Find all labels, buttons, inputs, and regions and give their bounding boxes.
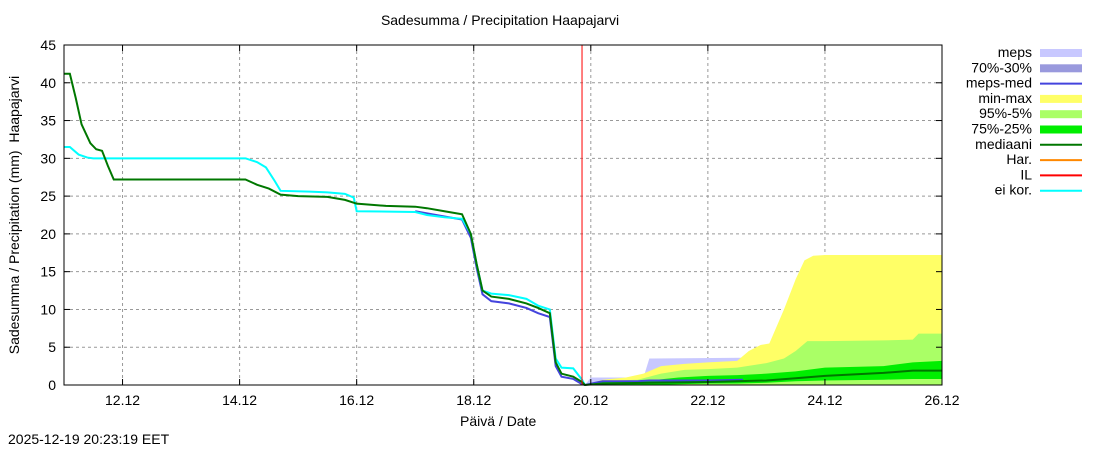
- y-tick-label: 0: [48, 377, 56, 393]
- legend-label: min-max: [978, 90, 1032, 106]
- legend-label: Har.: [1006, 151, 1032, 167]
- legend-label: meps: [998, 44, 1032, 60]
- legend-swatch: [1040, 125, 1082, 134]
- legend-label: 70%-30%: [971, 59, 1032, 75]
- y-tick-label: 35: [40, 113, 56, 129]
- legend-label: 75%-25%: [971, 121, 1032, 137]
- y-tick-label: 5: [48, 339, 56, 355]
- series-mediaani: [64, 72, 942, 387]
- legend-swatch: [1040, 49, 1082, 57]
- x-tick-label: 22.12: [690, 392, 725, 408]
- forecast-bands: [584, 255, 942, 385]
- x-tick-label: 12.12: [105, 392, 140, 408]
- axis-ticks: 0 5 10 15 20 25 30 35 40 45 12.12 14.12 16.12 18.12 20…: [40, 37, 959, 408]
- legend-label: 95%-5%: [979, 105, 1032, 121]
- x-tick-label: 26.12: [924, 392, 959, 408]
- series-ei-kor-: [64, 146, 586, 386]
- legend-swatch: [1040, 94, 1082, 103]
- y-tick-label: 40: [40, 75, 56, 91]
- plot-frame: [63, 44, 943, 386]
- chart-title: Sadesumma / Precipitation Haapajarvi: [380, 12, 620, 28]
- y-tick-label: 15: [40, 264, 56, 280]
- x-tick-label: 18.12: [456, 392, 491, 408]
- legend-label: IL: [1020, 166, 1032, 182]
- band-75-25-: [584, 360, 942, 385]
- legend-label: mediaani: [975, 136, 1032, 152]
- legend-label: ei kor.: [995, 182, 1032, 198]
- y-tick-label: 25: [40, 188, 56, 204]
- y-tick-label: 30: [40, 150, 56, 166]
- x-tick-label: 14.12: [222, 392, 257, 408]
- legend-swatch: [1040, 64, 1082, 73]
- legend-label: meps-med: [966, 75, 1032, 91]
- legend: meps70%-30%meps-medmin-max95%-5%75%-25%m…: [966, 44, 1082, 198]
- series-lines: [64, 72, 942, 387]
- x-tick-label: 20.12: [573, 392, 608, 408]
- x-axis-label: Päivä / Date: [460, 413, 537, 429]
- x-tick-label: 24.12: [807, 392, 842, 408]
- y-tick-label: 45: [40, 37, 56, 53]
- timestamp: 2025-12-19 20:23:19 EET: [8, 431, 170, 447]
- x-tick-label: 16.12: [339, 392, 374, 408]
- legend-swatch: [1040, 110, 1082, 119]
- y-tick-label: 10: [40, 301, 56, 317]
- y-tick-label: 20: [40, 226, 56, 242]
